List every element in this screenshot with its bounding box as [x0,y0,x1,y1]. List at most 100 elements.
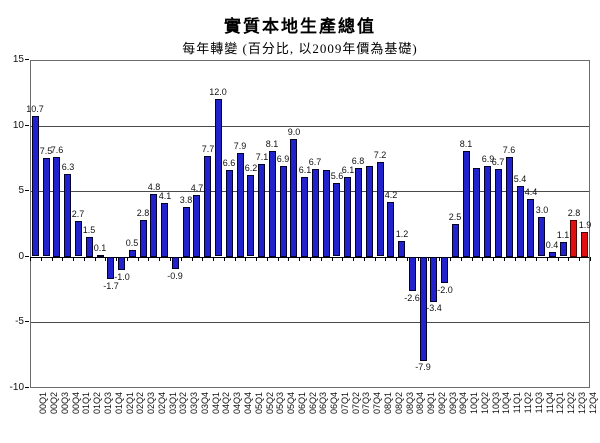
bar-04Q1 [204,156,211,257]
bar-label-00Q2: 7.5 [39,146,53,156]
x-tick-label-09Q4: 09Q4 [458,392,468,415]
bar-07Q1 [333,183,340,256]
bar-12Q2 [560,242,567,256]
y-tick-label: 5 [18,185,24,196]
x-tick-label-02Q3: 02Q3 [146,392,156,415]
bar-07Q4 [366,166,373,257]
bar-02Q3 [140,220,147,257]
x-tick-label-10Q1: 10Q1 [469,392,479,415]
bar-label-10Q1: 8.1 [459,139,473,149]
bar-08Q1 [377,162,384,256]
bar-label-07Q3: 6.8 [351,156,365,166]
y-axis-tick [25,125,29,126]
bar-label-02Q3: 2.8 [136,208,150,218]
category-axis-tick [558,257,559,261]
y-tick-label: -5 [15,316,24,327]
bar-label-12Q4: 1.9 [578,220,592,230]
y-tick-label: 0 [18,251,24,262]
x-tick-label-01Q3: 01Q3 [103,392,113,415]
category-axis-tick [181,257,182,261]
bar-09Q4 [452,224,459,257]
category-axis-tick [547,257,548,261]
bar-label-11Q1: 7.6 [502,145,516,155]
bar-06Q1 [290,139,297,257]
bar-01Q4 [107,257,114,279]
bar-label-06Q3: 6.7 [308,157,322,167]
category-axis-tick [192,257,193,261]
x-tick-label-11Q2: 11Q2 [523,392,533,414]
category-axis-tick [568,257,569,261]
x-tick-label-02Q2: 02Q2 [135,392,145,415]
bar-label-03Q3: 3.8 [179,195,193,205]
x-tick-label-07Q4: 07Q4 [372,392,382,415]
x-tick-label-04Q1: 04Q1 [211,392,221,415]
category-axis-tick [235,257,236,261]
x-tick-label-12Q1: 12Q1 [555,392,565,415]
category-axis-tick [450,257,451,261]
y-axis-tick [25,59,29,60]
x-tick-label-01Q2: 01Q2 [92,392,102,415]
bar-12Q1 [549,252,556,257]
category-axis-tick [332,257,333,261]
bar-00Q3 [53,157,60,257]
category-axis-tick [62,257,63,261]
category-axis-tick [364,257,365,261]
bar-02Q4 [150,194,157,257]
bar-label-04Q3: 6.6 [222,158,236,168]
x-tick-label-04Q3: 04Q3 [232,392,242,415]
bar-label-06Q2: 6.1 [298,165,312,175]
bar-label-06Q1: 9.0 [287,127,301,137]
x-tick-label-06Q1: 06Q1 [297,392,307,415]
bar-label-02Q1: -1.0 [114,272,130,282]
x-tick-label-10Q3: 10Q3 [491,392,501,415]
bar-08Q4 [409,257,416,291]
bar-10Q1 [463,151,470,257]
x-tick-label-00Q3: 00Q3 [60,392,70,415]
category-axis-tick [84,257,85,261]
x-tick-label-04Q2: 04Q2 [221,392,231,415]
x-tick-label-00Q4: 00Q4 [71,392,81,415]
bar-label-10Q4: 6.7 [491,157,505,167]
category-axis-tick [515,257,516,261]
bar-07Q2 [344,177,351,257]
category-axis-tick [95,257,96,261]
x-tick-label-10Q2: 10Q2 [480,392,490,415]
x-tick-label-00Q2: 00Q2 [49,392,59,415]
bar-03Q2 [172,257,179,269]
x-tick-label-08Q4: 08Q4 [415,392,425,415]
category-axis-tick [138,257,139,261]
x-tick-label-01Q1: 01Q1 [81,392,91,415]
category-axis-tick [482,257,483,261]
bar-label-12Q2: 1.1 [556,230,570,240]
category-axis-tick [525,257,526,261]
category-axis-tick [504,257,505,261]
category-axis-tick [116,257,117,261]
x-tick-label-00Q1: 00Q1 [38,392,48,415]
bar-01Q2 [86,237,93,257]
x-tick-label-06Q3: 06Q3 [318,392,328,415]
x-tick-label-08Q1: 08Q1 [383,392,393,415]
bar-00Q2 [43,158,50,256]
y-tick-label: -10 [9,382,24,393]
x-tick-label-09Q3: 09Q3 [448,392,458,415]
bar-label-03Q2: -0.9 [167,271,183,281]
bar-label-05Q4: 6.9 [276,154,290,164]
x-tick-label-05Q1: 05Q1 [254,392,264,415]
bar-label-11Q3: 4.4 [524,187,538,197]
category-axis-tick [256,257,257,261]
x-tick-label-06Q2: 06Q2 [308,392,318,415]
bar-label-09Q3: -2.0 [437,285,453,295]
x-tick-label-08Q3: 08Q3 [405,392,415,415]
bar-label-03Q4: 4.7 [190,183,204,193]
bar-06Q4 [323,170,330,257]
bar-06Q3 [312,169,319,257]
y-axis-tick [25,190,29,191]
x-tick-label-04Q4: 04Q4 [243,392,253,415]
bar-label-11Q4: 3.0 [535,205,549,215]
bar-05Q2 [258,164,265,257]
bar-label-08Q2: 4.2 [384,190,398,200]
x-tick-label-01Q4: 01Q4 [114,392,124,415]
category-axis-tick [148,257,149,261]
bar-label-00Q4: 6.3 [61,162,75,172]
